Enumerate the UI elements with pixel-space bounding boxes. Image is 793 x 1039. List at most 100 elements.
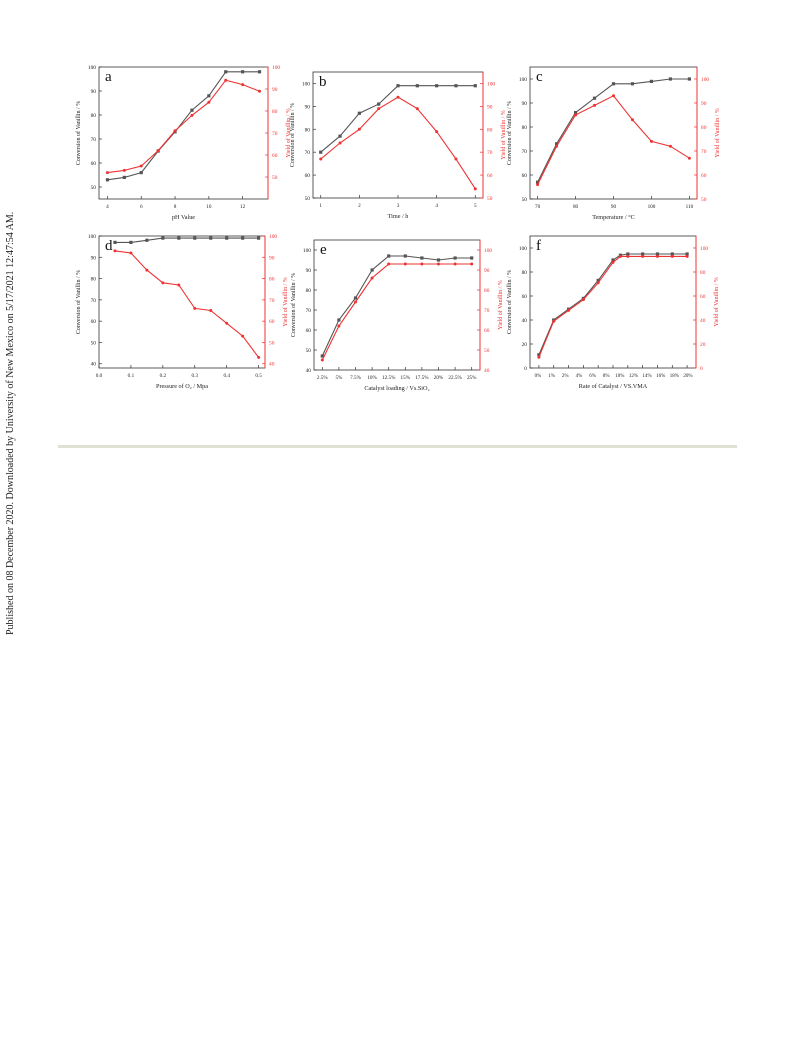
conversion-point — [387, 254, 391, 258]
yield-line — [321, 263, 472, 361]
y2-tick-label: 80 — [484, 288, 490, 294]
y2-tick-label: 50 — [484, 348, 490, 354]
x-tick-label: 80 — [573, 204, 579, 210]
y-tick-label: 80 — [522, 270, 528, 276]
yield-point — [552, 319, 556, 323]
x-tick-label: 12.5% — [382, 375, 396, 381]
y2-tick-label: 100 — [487, 81, 495, 87]
yield-point — [190, 113, 194, 117]
conversion-point — [470, 256, 474, 260]
yield-point — [581, 298, 585, 302]
y2-tick-label: 90 — [484, 268, 490, 274]
conversion-point — [420, 256, 424, 260]
yield-point — [241, 83, 245, 87]
x-tick-label: 5 — [474, 203, 477, 209]
yield-point — [354, 300, 357, 304]
yield-point — [567, 308, 571, 312]
yield-point — [618, 254, 622, 258]
yield-point — [396, 95, 400, 99]
y2-tick-label: 90 — [272, 87, 278, 93]
yield-point — [337, 324, 341, 328]
conversion-point — [145, 238, 149, 242]
y-tick-label: 40 — [522, 318, 528, 324]
y2-axis-title: Yield of Vanillin / % — [714, 108, 721, 158]
y-tick-label: 60 — [91, 319, 97, 325]
y-axis-title: Conversion of Vanillin / % — [506, 101, 513, 165]
panel-label: d — [105, 238, 113, 254]
conversion-point — [626, 252, 630, 256]
conversion-point — [611, 258, 615, 262]
y2-tick-label: 50 — [487, 196, 493, 202]
y-tick-label: 70 — [91, 137, 97, 143]
conversion-point — [454, 84, 458, 88]
y2-tick-label: 20 — [700, 342, 706, 348]
x-tick-label: 16% — [656, 374, 665, 379]
yield-point — [161, 281, 165, 285]
conversion-point — [241, 70, 245, 74]
y2-tick-label: 90 — [487, 104, 493, 110]
y2-tick-label: 80 — [272, 109, 278, 115]
x-tick-label: 0.4 — [223, 373, 230, 379]
chart-panel-d: 0.0 0.1 0.2 0.3 0.4 0.5 40 50 60 70 80 90 100 40 50 60 7… — [75, 234, 289, 390]
yield-point — [420, 262, 424, 266]
y2-tick-label: 60 — [269, 319, 275, 325]
x-tick-label: 0.5 — [255, 373, 262, 379]
conversion-point — [655, 252, 660, 256]
conversion-point — [436, 258, 441, 262]
conversion-point — [257, 70, 262, 74]
conversion-point — [122, 175, 126, 179]
y2-tick-label: 80 — [701, 125, 707, 131]
yield-point — [655, 254, 659, 258]
yield-point — [122, 168, 126, 172]
x-tick-label: 1% — [548, 374, 555, 379]
yield-point — [437, 262, 440, 266]
x-tick-label: 18% — [670, 374, 679, 379]
y2-tick-label: 70 — [701, 149, 707, 155]
x-tick-label: 5% — [335, 375, 343, 381]
plot-frame — [98, 66, 269, 200]
y-tick-label: 70 — [306, 308, 312, 314]
x-tick-label: 70 — [535, 204, 541, 210]
conversion-point — [473, 84, 477, 88]
yield-point — [593, 103, 597, 107]
x-tick-label: 4 — [106, 204, 109, 210]
yield-point — [641, 254, 645, 258]
yield-point — [145, 268, 149, 272]
conversion-point — [649, 79, 654, 83]
y-tick-label: 60 — [522, 294, 528, 300]
yield-point — [453, 262, 457, 266]
conversion-point — [573, 111, 578, 115]
conversion-point — [377, 102, 381, 106]
x-tick-label: 0.3 — [192, 373, 199, 379]
x-tick-label: 1 — [319, 203, 322, 209]
conversion-point — [687, 77, 692, 81]
chart-panel-b: 1 2 3 4 5 50 60 70 80 90 100 50 60 70 80 90 100 Time / h C… — [289, 71, 507, 220]
conversion-point — [161, 236, 165, 240]
x-tick-label: 2% — [562, 374, 569, 379]
y-tick-label: 90 — [305, 104, 311, 110]
y-tick-label: 60 — [91, 161, 97, 167]
y-axis-title: Conversion of Vanillin / % — [289, 103, 296, 167]
y-axis-title: Conversion of Vanillin / % — [290, 273, 297, 337]
conversion-point — [353, 296, 358, 300]
conversion-point — [403, 254, 407, 258]
x-tick-label: 110 — [686, 204, 694, 210]
plot-frame — [529, 66, 698, 200]
yield-point — [387, 262, 391, 266]
y-tick-label: 100 — [519, 246, 527, 252]
conversion-point — [357, 111, 361, 115]
yield-point — [377, 107, 381, 111]
conversion-point — [415, 84, 419, 88]
conversion-point — [207, 94, 211, 98]
conversion-point — [370, 268, 374, 272]
x-axis-title: Pressure of O₂ / Mpa — [156, 383, 208, 390]
y-tick-label: 80 — [305, 127, 311, 133]
y2-tick-label: 60 — [484, 328, 490, 334]
x-tick-label: 2 — [358, 203, 361, 209]
conversion-point — [453, 256, 457, 260]
yield-point — [241, 334, 245, 338]
y-tick-label: 90 — [522, 101, 528, 107]
y2-tick-label: 90 — [701, 101, 707, 107]
conversion-line — [320, 85, 476, 153]
x-tick-label: 14% — [643, 374, 652, 379]
